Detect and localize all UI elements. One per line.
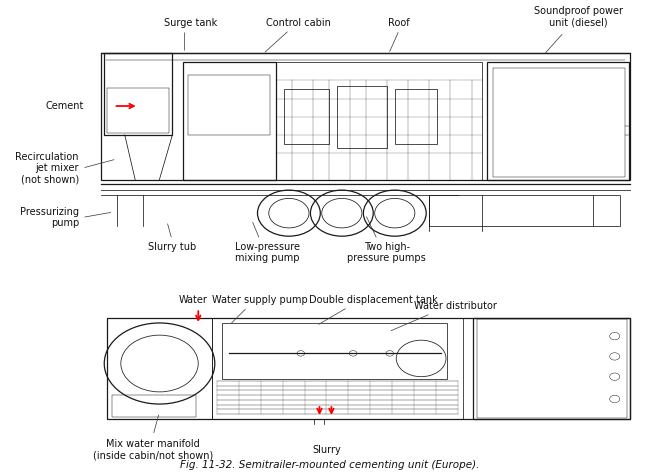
Bar	[276, 62, 482, 180]
Bar	[474, 318, 630, 419]
Bar	[107, 318, 630, 419]
Bar	[188, 75, 270, 135]
Text: Pressurizing
pump: Pressurizing pump	[20, 207, 79, 228]
Text: Roof: Roof	[388, 18, 410, 28]
Text: Two high-
pressure pumps: Two high- pressure pumps	[347, 242, 426, 264]
Text: Soundproof power
unit (diesel): Soundproof power unit (diesel)	[534, 6, 623, 28]
Text: Water distributor: Water distributor	[414, 301, 498, 311]
Bar	[113, 395, 196, 417]
Text: Recirculation
jet mixer
(not shown): Recirculation jet mixer (not shown)	[16, 152, 79, 185]
Text: Water: Water	[179, 295, 208, 305]
Text: Slurry: Slurry	[313, 445, 342, 455]
Bar	[493, 67, 625, 177]
Bar	[107, 318, 212, 419]
Text: Slurry tub: Slurry tub	[148, 242, 196, 252]
Text: Mix water manifold
(inside cabin/not shown): Mix water manifold (inside cabin/not sho…	[93, 439, 213, 461]
Text: Low-pressure
mixing pump: Low-pressure mixing pump	[235, 242, 300, 264]
Text: Double displacement tank: Double displacement tank	[309, 295, 437, 305]
Bar	[395, 89, 437, 144]
Bar	[487, 62, 630, 180]
Text: Cement: Cement	[45, 101, 84, 111]
Bar	[104, 53, 172, 135]
Bar	[212, 318, 463, 419]
Text: Control cabin: Control cabin	[267, 18, 331, 28]
Bar	[107, 87, 170, 133]
Bar	[223, 323, 447, 379]
Bar	[477, 319, 627, 418]
Bar	[429, 195, 620, 226]
Bar	[101, 53, 630, 180]
Bar	[183, 62, 276, 180]
Bar	[283, 89, 329, 144]
Text: Water supply pump: Water supply pump	[212, 295, 308, 305]
Text: Fig. 11-32. Semitrailer-mounted cementing unit (Europe).: Fig. 11-32. Semitrailer-mounted cementin…	[181, 460, 480, 470]
Bar	[336, 86, 387, 148]
Text: Surge tank: Surge tank	[164, 18, 217, 28]
